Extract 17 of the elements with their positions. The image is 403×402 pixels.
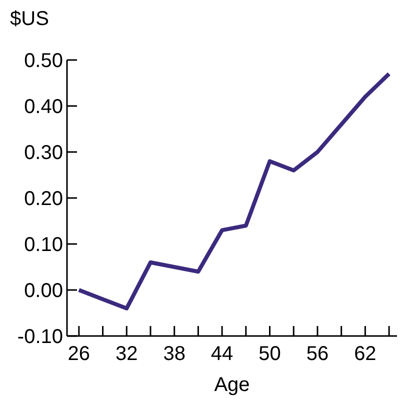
y-tick-label: 0.40 xyxy=(24,96,63,118)
x-tick-label: 38 xyxy=(163,343,186,365)
line-series xyxy=(76,72,392,310)
x-tick-label: 26 xyxy=(68,343,90,365)
x-tick-label: 56 xyxy=(306,343,329,365)
y-tick-label: 0.00 xyxy=(24,280,63,302)
y-tick-label: 0.50 xyxy=(24,50,63,72)
y-axis-title: $US xyxy=(10,8,49,31)
x-tick-label: 44 xyxy=(210,343,234,365)
y-tick-label: 0.30 xyxy=(24,142,63,164)
y-tick-label: 0.20 xyxy=(24,188,63,210)
y-tick-label: 0.10 xyxy=(24,234,63,256)
x-tick-label: 62 xyxy=(354,343,376,365)
x-axis-title: Age xyxy=(213,374,251,397)
x-tick-label: 50 xyxy=(258,343,281,365)
y-tick-label: -0.10 xyxy=(17,326,63,348)
x-tick-label: 32 xyxy=(116,343,138,365)
